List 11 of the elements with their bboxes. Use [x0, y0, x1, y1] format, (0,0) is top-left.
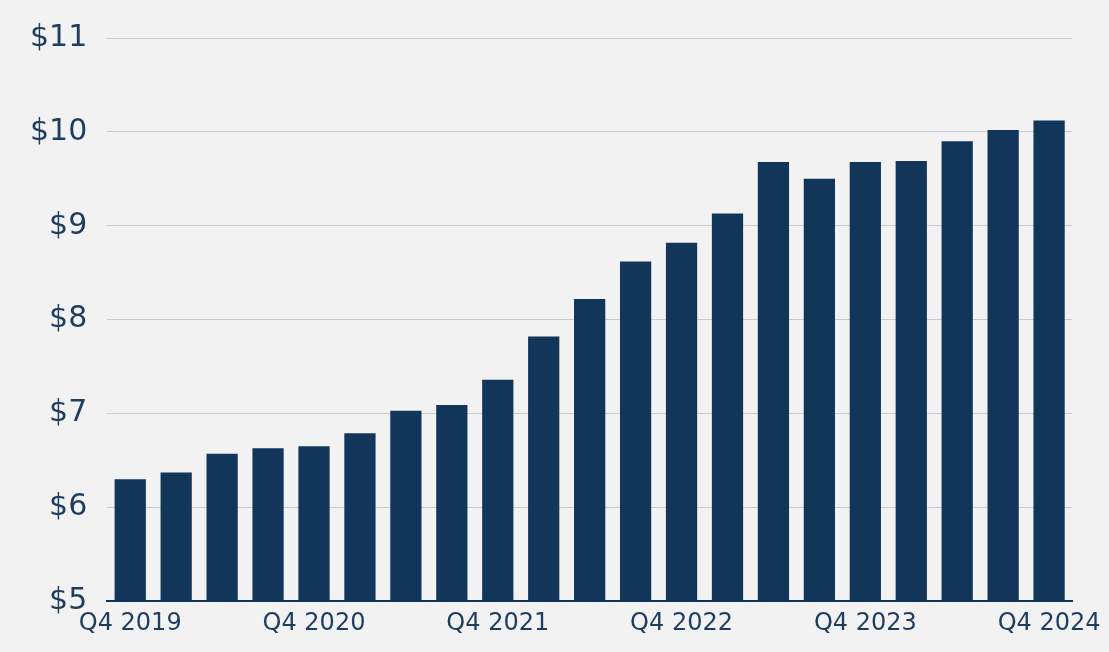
- y-tick-label: $9: [49, 205, 88, 241]
- x-tick-label: Q4 2023: [813, 607, 917, 636]
- x-tick-label: Q4 2021: [446, 607, 550, 636]
- y-tick-label: $8: [49, 299, 88, 335]
- y-tick-label: $11: [30, 17, 88, 53]
- x-tick-label: Q4 2020: [262, 607, 366, 636]
- y-tick-label: $10: [30, 111, 88, 147]
- y-tick-label: $7: [49, 393, 88, 429]
- y-tick-label: $6: [49, 487, 88, 523]
- x-tick-label: Q4 2024: [997, 607, 1101, 636]
- x-tick-label: Q4 2022: [630, 607, 733, 636]
